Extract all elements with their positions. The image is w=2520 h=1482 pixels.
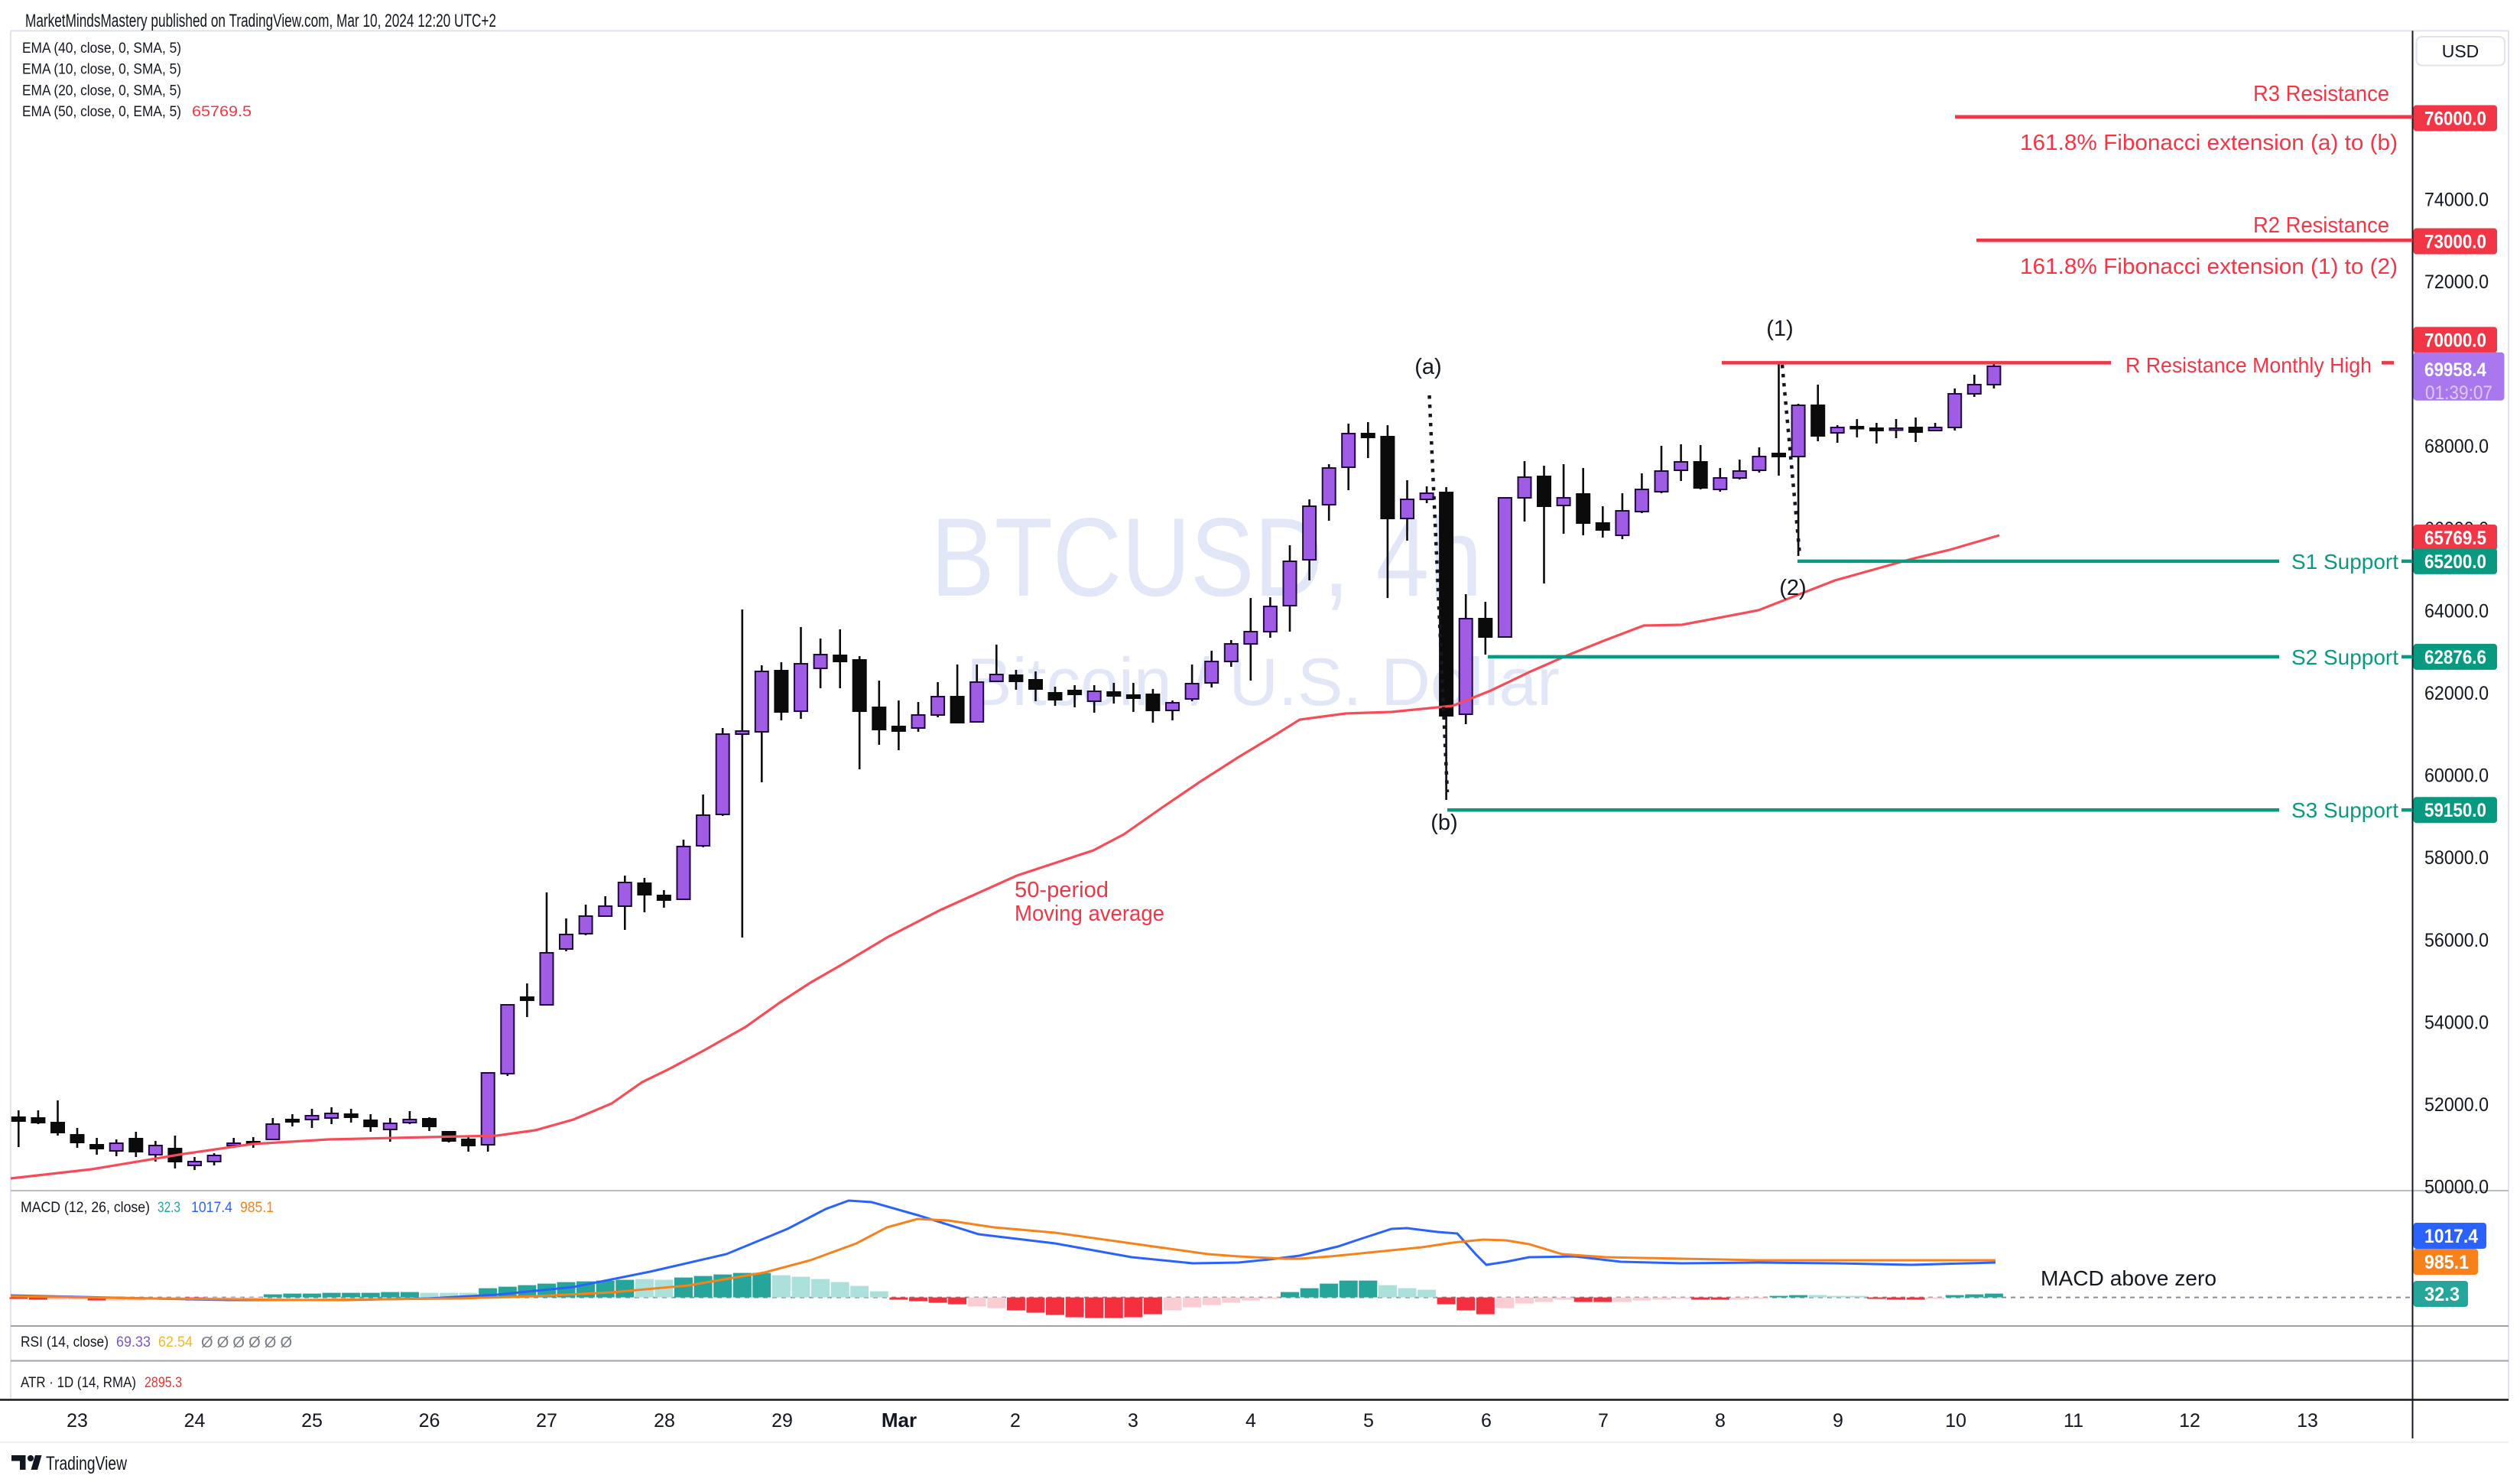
svg-text:R Resistance Monthly High: R Resistance Monthly High (2125, 353, 2372, 377)
svg-text:62.54: 62.54 (158, 1334, 193, 1350)
svg-text:52000.0: 52000.0 (2424, 1094, 2489, 1116)
svg-text:EMA (40, close, 0, SMA, 5): EMA (40, close, 0, SMA, 5) (22, 41, 181, 57)
svg-text:(b): (b) (1430, 811, 1457, 835)
svg-text:65200.0: 65200.0 (2424, 551, 2486, 573)
svg-text:29: 29 (771, 1410, 793, 1432)
svg-text:MACD above zero: MACD above zero (2041, 1266, 2216, 1290)
svg-text:S3 Support: S3 Support (2291, 798, 2398, 822)
svg-text:01:39:07: 01:39:07 (2425, 382, 2492, 404)
svg-text:6: 6 (1481, 1410, 1492, 1432)
svg-text:28: 28 (654, 1410, 675, 1432)
svg-text:(2): (2) (1779, 576, 1806, 600)
svg-text:74000.0: 74000.0 (2424, 189, 2489, 210)
svg-text:3: 3 (1128, 1410, 1138, 1432)
svg-text:25: 25 (301, 1410, 323, 1432)
svg-text:S1 Support: S1 Support (2291, 550, 2398, 574)
svg-text:Ø Ø Ø Ø Ø Ø: Ø Ø Ø Ø Ø Ø (201, 1334, 292, 1351)
svg-text:161.8% Fibonacci extension (1): 161.8% Fibonacci extension (1) to (2) (2020, 255, 2398, 279)
svg-text:EMA (20, close, 0, SMA, 5): EMA (20, close, 0, SMA, 5) (22, 83, 181, 99)
svg-text:R3 Resistance: R3 Resistance (2253, 82, 2389, 106)
svg-text:70000.0: 70000.0 (2424, 330, 2486, 352)
svg-text:EMA (50, close, 0, EMA, 5): EMA (50, close, 0, EMA, 5) (22, 104, 181, 120)
svg-text:RSI (14, close): RSI (14, close) (21, 1334, 109, 1350)
svg-text:32.3: 32.3 (2424, 1284, 2460, 1305)
svg-text:7: 7 (1598, 1410, 1609, 1432)
svg-text:13: 13 (2297, 1410, 2318, 1432)
svg-text:73000.0: 73000.0 (2424, 232, 2486, 253)
svg-text:985.1: 985.1 (2424, 1252, 2469, 1273)
svg-text:11: 11 (2064, 1410, 2083, 1432)
svg-text:23: 23 (67, 1410, 88, 1432)
svg-text:(1): (1) (1766, 317, 1793, 341)
svg-text:USD: USD (2442, 41, 2479, 61)
svg-text:68000.0: 68000.0 (2424, 436, 2489, 457)
svg-text:5: 5 (1363, 1410, 1374, 1432)
svg-text:985.1: 985.1 (240, 1200, 274, 1216)
svg-text:24: 24 (184, 1410, 206, 1432)
svg-text:S2 Support: S2 Support (2291, 645, 2398, 669)
svg-text:65769.5: 65769.5 (192, 104, 252, 120)
svg-text:12: 12 (2179, 1410, 2200, 1432)
svg-text:1017.4: 1017.4 (2424, 1226, 2478, 1247)
svg-text:EMA (10, close, 0, SMA, 5): EMA (10, close, 0, SMA, 5) (22, 62, 181, 78)
svg-text:R2 Resistance: R2 Resistance (2253, 213, 2389, 238)
svg-text:ATR · 1D (14, RMA): ATR · 1D (14, RMA) (21, 1375, 136, 1391)
svg-text:59150.0: 59150.0 (2424, 800, 2486, 821)
svg-text:BTCUSD, 4h: BTCUSD, 4h (931, 495, 1482, 619)
svg-text:1017.4: 1017.4 (191, 1200, 232, 1216)
svg-text:62000.0: 62000.0 (2424, 683, 2489, 704)
svg-text:60000.0: 60000.0 (2424, 765, 2489, 787)
svg-text:72000.0: 72000.0 (2424, 271, 2489, 293)
svg-text:9: 9 (1833, 1410, 1843, 1432)
svg-text:65769.5: 65769.5 (2424, 528, 2486, 549)
svg-text:Moving average: Moving average (1015, 902, 1164, 926)
svg-text:62876.6: 62876.6 (2424, 647, 2486, 668)
svg-text:56000.0: 56000.0 (2424, 930, 2489, 951)
svg-text:(a): (a) (1414, 355, 1441, 379)
svg-text:27: 27 (536, 1410, 557, 1432)
svg-text:4: 4 (1245, 1410, 1256, 1432)
svg-text:2: 2 (1010, 1410, 1021, 1432)
svg-text:MACD (12, 26, close): MACD (12, 26, close) (21, 1200, 150, 1216)
svg-text:10: 10 (1945, 1410, 1966, 1432)
svg-text:58000.0: 58000.0 (2424, 847, 2489, 869)
svg-text:64000.0: 64000.0 (2424, 600, 2489, 622)
svg-text:MarketMindsMastery published o: MarketMindsMastery published on TradingV… (25, 11, 496, 31)
svg-text:69.33: 69.33 (116, 1334, 151, 1350)
svg-text:Mar: Mar (882, 1409, 917, 1432)
svg-text:2895.3: 2895.3 (145, 1375, 182, 1391)
svg-text:161.8% Fibonacci extension (a): 161.8% Fibonacci extension (a) to (b) (2020, 131, 2398, 155)
svg-text:76000.0: 76000.0 (2424, 109, 2486, 130)
svg-text:TradingView: TradingView (46, 1453, 128, 1474)
svg-text:50-period: 50-period (1015, 878, 1109, 902)
svg-text:50000.0: 50000.0 (2424, 1177, 2489, 1198)
svg-text:32.3: 32.3 (158, 1200, 180, 1216)
svg-text:8: 8 (1715, 1410, 1726, 1432)
svg-text:54000.0: 54000.0 (2424, 1012, 2489, 1033)
svg-text:69958.4: 69958.4 (2424, 359, 2486, 381)
svg-text:26: 26 (419, 1410, 440, 1432)
